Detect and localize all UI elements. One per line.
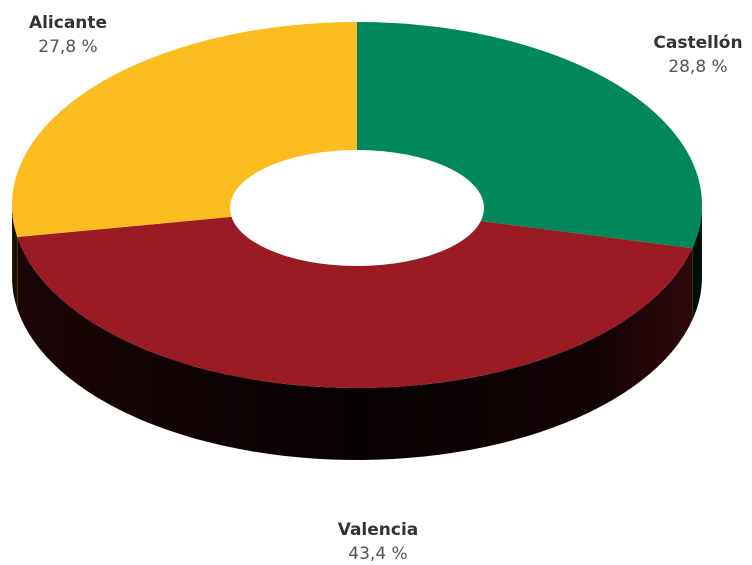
label-value-alicante: 27,8 %	[38, 37, 97, 57]
label-name-alicante: Alicante	[29, 13, 107, 33]
label-name-castelln: Castellón	[653, 33, 742, 53]
chart-center-hole	[230, 150, 484, 266]
label-value-castelln: 28,8 %	[668, 57, 727, 77]
donut-hole	[230, 150, 484, 266]
label-name-valencia: Valencia	[338, 520, 419, 540]
label-value-valencia: 43,4 %	[348, 544, 407, 564]
